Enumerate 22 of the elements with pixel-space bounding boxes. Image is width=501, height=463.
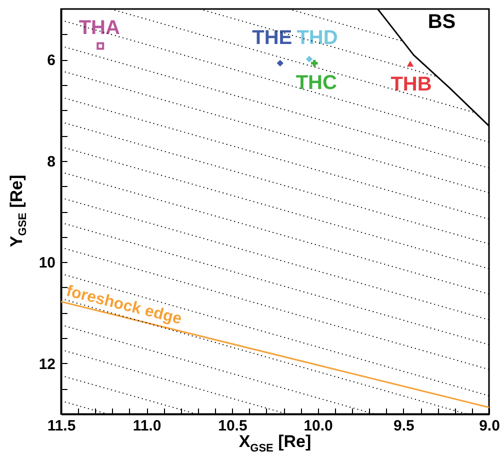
series-label: THC [296,72,337,94]
x-tick-label: 11.0 [132,418,162,434]
point [306,56,313,62]
point [276,60,284,67]
series-label: THE [252,27,292,50]
series-label: THA [78,16,120,39]
x-axis-title: X$_{GSE}$ [Re] [238,432,312,454]
x-tick-label: 11.5 [47,418,76,434]
x-tick-label: 9.0 [479,418,500,434]
x-tick-label: 9.5 [393,418,414,434]
point [96,42,104,50]
point [406,60,414,67]
x-tick-label: 10.5 [218,418,248,434]
y-tick-label: 12 [38,356,56,373]
series-label: THB [390,74,432,96]
point [311,60,318,67]
y-tick-label: 6 [47,52,56,70]
y-tick-label: 8 [47,153,56,170]
y-tick-label: 10 [38,254,56,272]
series-label: THD [296,27,338,50]
x-tick-label: 10.0 [304,418,333,434]
series-label: BS [428,11,456,33]
